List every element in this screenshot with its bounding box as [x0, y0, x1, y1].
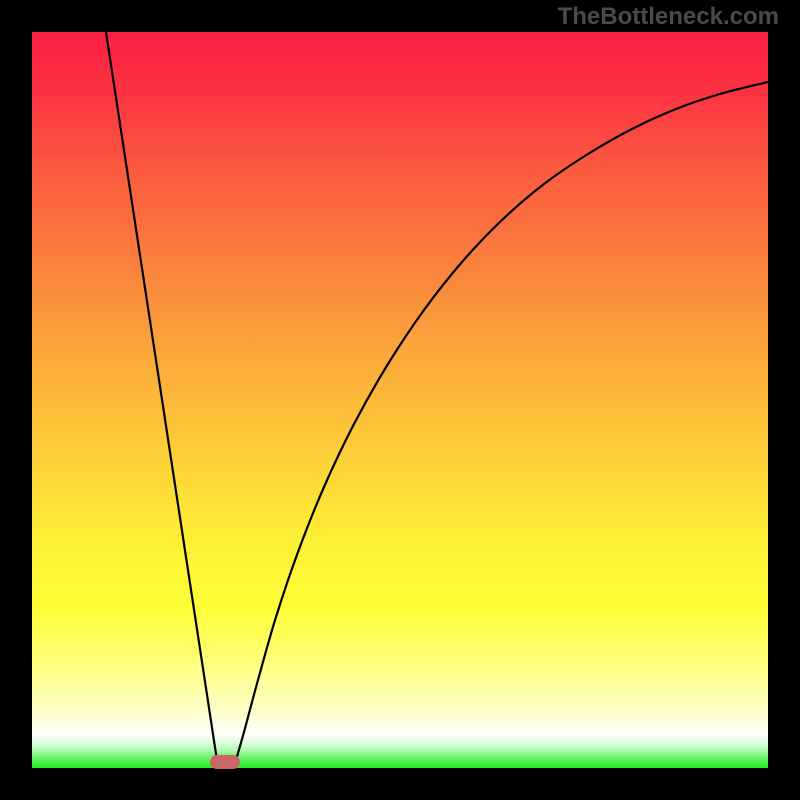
- bottleneck-curve: [32, 32, 768, 768]
- watermark-text: TheBottleneck.com: [558, 3, 779, 31]
- plot-area: [32, 32, 768, 768]
- optimal-marker: [210, 755, 240, 769]
- chart-frame: TheBottleneck.com: [0, 0, 800, 800]
